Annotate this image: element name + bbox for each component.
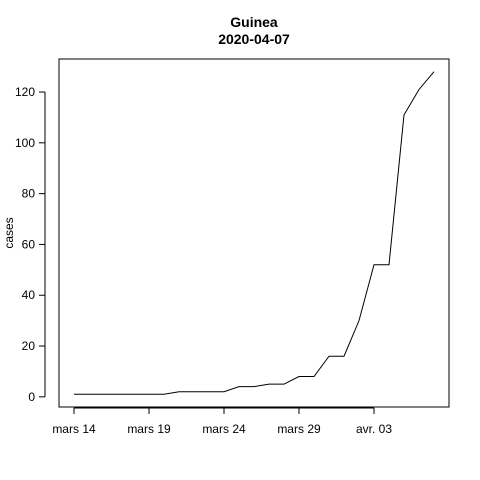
- series-line: [74, 71, 435, 395]
- y-tick-label: 80: [22, 187, 36, 201]
- y-tick-label: 60: [22, 237, 36, 251]
- x-axis: mars 14 mars 19 mars 24 mars 29 avr. 03: [52, 407, 392, 436]
- y-tick-label: 40: [22, 288, 36, 302]
- x-tick-label: mars 29: [277, 422, 321, 436]
- x-tick-label: mars 14: [52, 422, 96, 436]
- series-layer: [74, 71, 435, 395]
- y-tick-label: 20: [22, 339, 36, 353]
- y-tick-label: 120: [15, 85, 35, 99]
- x-tick-label: mars 19: [127, 422, 171, 436]
- chart-title: Guinea: [230, 14, 278, 30]
- chart-subtitle: 2020-04-07: [218, 31, 290, 47]
- y-tick-label: 0: [28, 390, 35, 404]
- x-tick-label: avr. 03: [356, 422, 392, 436]
- plot-frame: [58, 58, 450, 408]
- y-axis-label: cases: [2, 217, 16, 248]
- y-axis: 0 20 40 60 80 100 120: [15, 85, 46, 404]
- y-tick-label: 100: [15, 136, 35, 150]
- x-tick-label: mars 24: [202, 422, 246, 436]
